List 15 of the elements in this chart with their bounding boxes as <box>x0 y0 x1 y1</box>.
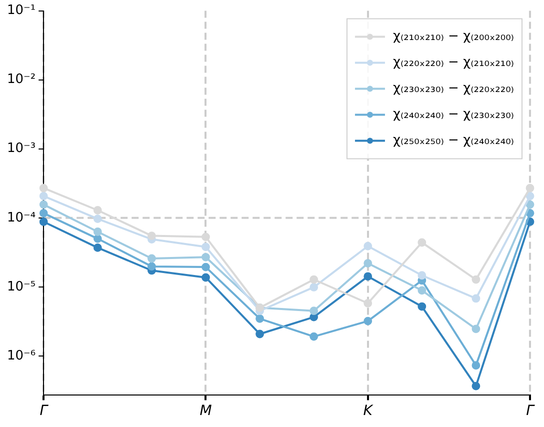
y-tick-label: 10⁻⁶ <box>6 348 36 364</box>
legend-label: χ₍₂₂₀ₓ₂₂₀₎ − χ₍₂₁₀ₓ₂₁₀₎ <box>392 55 514 70</box>
legend-label: χ₍₂₁₀ₓ₂₁₀₎ − χ₍₂₀₀ₓ₂₀₀₎ <box>392 29 514 44</box>
y-tick-label: 10⁻⁵ <box>6 279 36 294</box>
y-tick-label: 10⁻⁴ <box>6 210 36 226</box>
x-tick-label: M <box>200 403 212 420</box>
y-tick-label: 10⁻¹ <box>6 3 36 18</box>
legend-label: χ₍₂₄₀ₓ₂₄₀₎ − χ₍₂₃₀ₓ₂₃₀₎ <box>392 107 514 122</box>
y-tick-label: 10⁻² <box>6 72 36 88</box>
x-tick-label: Γ <box>526 403 536 420</box>
legend-label: χ₍₂₃₀ₓ₂₃₀₎ − χ₍₂₂₀ₓ₂₂₀₎ <box>392 81 514 96</box>
legend-label: χ₍₂₅₀ₓ₂₅₀₎ − χ₍₂₄₀ₓ₂₄₀₎ <box>392 133 514 148</box>
x-tick-label: K <box>363 403 374 420</box>
y-tick-label: 10⁻³ <box>6 141 36 156</box>
x-tick-label: Γ <box>40 403 49 420</box>
